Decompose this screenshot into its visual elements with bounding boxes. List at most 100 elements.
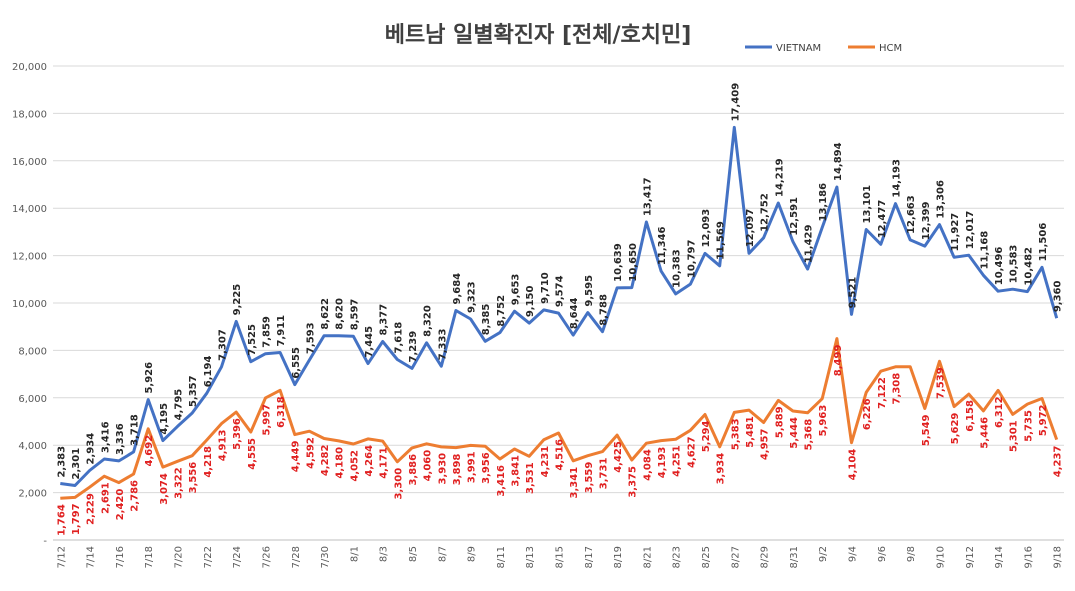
series-line-hcm xyxy=(60,337,1059,500)
data-label-vietnam: 3,336 xyxy=(115,423,126,455)
data-labels: 2,383 2,301 2,934 3,416 3,336 3,7185,9264,195… xyxy=(56,83,1063,536)
data-label-hcm: 4,555 xyxy=(247,438,258,470)
legend-label-vietnam: VIETNAM xyxy=(776,43,821,54)
data-label-vietnam: 12,097 xyxy=(745,209,756,248)
data-label-vietnam: 3,416 xyxy=(100,421,111,453)
data-label-hcm: 4,052 xyxy=(349,450,360,482)
data-label-vietnam: 11,569 xyxy=(716,221,727,260)
data-label-hcm: 4,237 xyxy=(1053,446,1064,478)
data-label-vietnam: 12,752 xyxy=(760,193,771,232)
data-label-vietnam: 11,346 xyxy=(657,226,668,265)
data-label-vietnam: 4,195 xyxy=(159,403,170,435)
data-label-hcm: 3,375 xyxy=(628,466,639,498)
x-tick-label: 8/11 xyxy=(496,546,507,568)
data-label-vietnam: 9,653 xyxy=(511,274,522,306)
data-label-hcm: 4,084 xyxy=(642,449,653,481)
data-label-hcm: 3,556 xyxy=(188,462,199,494)
data-label-hcm: 5,301 xyxy=(1009,420,1020,452)
x-tick-label: 8/19 xyxy=(613,546,624,568)
data-label-vietnam: 12,477 xyxy=(877,200,888,239)
y-tick-label: 14,000 xyxy=(12,204,47,215)
data-label-vietnam: 6,194 xyxy=(203,356,214,388)
data-label-hcm: 4,218 xyxy=(203,446,214,478)
data-label-vietnam: 9,710 xyxy=(540,272,551,304)
y-tick-label: 4,000 xyxy=(18,441,47,452)
data-label-vietnam: 12,093 xyxy=(701,209,712,248)
y-tick-label: 2,000 xyxy=(18,489,47,500)
data-label-hcm: 4,171 xyxy=(379,447,390,479)
data-label-vietnam: 7,593 xyxy=(305,322,316,354)
data-label-hcm: 3,300 xyxy=(393,468,404,500)
data-label-hcm: 4,425 xyxy=(613,441,624,473)
data-label-vietnam: 9,225 xyxy=(232,284,243,316)
y-tick-label: 10,000 xyxy=(12,299,47,310)
data-label-hcm: 4,957 xyxy=(760,428,771,460)
data-label-hcm: 2,786 xyxy=(130,480,141,512)
x-tick-label: 8/3 xyxy=(379,546,390,562)
x-tick-label: 8/7 xyxy=(437,546,448,562)
data-label-vietnam: 7,618 xyxy=(393,322,404,354)
data-label-vietnam: 7,911 xyxy=(276,315,287,347)
data-label-hcm: 4,913 xyxy=(218,430,229,462)
y-tick-label: 20,000 xyxy=(12,62,47,73)
data-label-vietnam: 7,307 xyxy=(218,329,229,361)
x-tick-label: 8/23 xyxy=(672,546,683,568)
data-label-hcm: 4,592 xyxy=(305,437,316,469)
data-label-vietnam: 13,186 xyxy=(818,183,829,222)
x-tick-label: 9/12 xyxy=(965,546,976,568)
data-label-vietnam: 10,496 xyxy=(994,247,1005,286)
data-label-hcm: 3,531 xyxy=(525,462,536,494)
x-tick-label: 9/6 xyxy=(877,546,888,562)
x-tick-label: 7/26 xyxy=(261,546,272,568)
x-tick-label: 7/30 xyxy=(320,546,331,568)
data-label-hcm: 4,264 xyxy=(364,445,375,477)
data-label-vietnam: 10,797 xyxy=(686,239,697,278)
data-label-vietnam: 8,644 xyxy=(569,297,580,329)
x-tick-label: 7/14 xyxy=(86,546,97,568)
data-label-hcm: 3,341 xyxy=(569,467,580,499)
data-label-hcm: 3,416 xyxy=(496,465,507,497)
x-tick-label: 8/9 xyxy=(467,546,478,562)
x-tick-label: 7/28 xyxy=(291,546,302,568)
data-label-vietnam: 7,859 xyxy=(261,316,272,348)
data-label-hcm: 1,764 xyxy=(56,504,67,536)
data-label-hcm: 5,294 xyxy=(701,420,712,452)
x-tick-label: 7/16 xyxy=(115,546,126,568)
x-tick-label: 8/13 xyxy=(525,546,536,568)
data-label-hcm: 3,731 xyxy=(598,458,609,490)
data-label-vietnam: 9,150 xyxy=(525,285,536,317)
x-tick-label: 7/22 xyxy=(203,546,214,568)
data-label-vietnam: 9,574 xyxy=(555,275,566,307)
x-tick-label: 9/8 xyxy=(906,546,917,562)
data-label-hcm: 5,444 xyxy=(789,417,800,449)
data-label-vietnam: 12,663 xyxy=(906,195,917,234)
data-label-vietnam: 11,506 xyxy=(1038,223,1049,262)
data-label-hcm: 6,226 xyxy=(862,398,873,430)
y-tick-label: 18,000 xyxy=(12,109,47,120)
x-tick-label: 8/1 xyxy=(349,546,360,562)
x-tick-label: 9/16 xyxy=(1023,546,1034,568)
data-label-hcm: 4,692 xyxy=(144,435,155,467)
data-label-hcm: 4,627 xyxy=(686,436,697,468)
data-label-vietnam: 8,377 xyxy=(379,304,390,336)
data-label-vietnam: 10,482 xyxy=(1023,247,1034,286)
data-label-hcm: 5,629 xyxy=(950,413,961,445)
data-label-hcm: 4,180 xyxy=(335,447,346,479)
x-tick-label: 9/14 xyxy=(994,546,1005,568)
data-label-vietnam: 8,752 xyxy=(496,295,507,327)
data-label-vietnam: 10,639 xyxy=(613,243,624,282)
data-label-vietnam: 7,333 xyxy=(437,329,448,361)
data-label-hcm: 3,898 xyxy=(452,454,463,486)
data-label-vietnam: 8,320 xyxy=(423,305,434,337)
data-label-hcm: 3,322 xyxy=(174,467,185,499)
data-label-hcm: 8,499 xyxy=(833,345,844,377)
x-tick-label: 8/29 xyxy=(760,546,771,568)
x-tick-label: 9/2 xyxy=(818,546,829,562)
x-tick-label: 8/15 xyxy=(555,546,566,568)
data-label-hcm: 4,060 xyxy=(423,450,434,482)
data-label-vietnam: 10,383 xyxy=(672,249,683,288)
data-label-vietnam: 13,306 xyxy=(935,180,946,219)
data-label-hcm: 5,735 xyxy=(1023,410,1034,442)
